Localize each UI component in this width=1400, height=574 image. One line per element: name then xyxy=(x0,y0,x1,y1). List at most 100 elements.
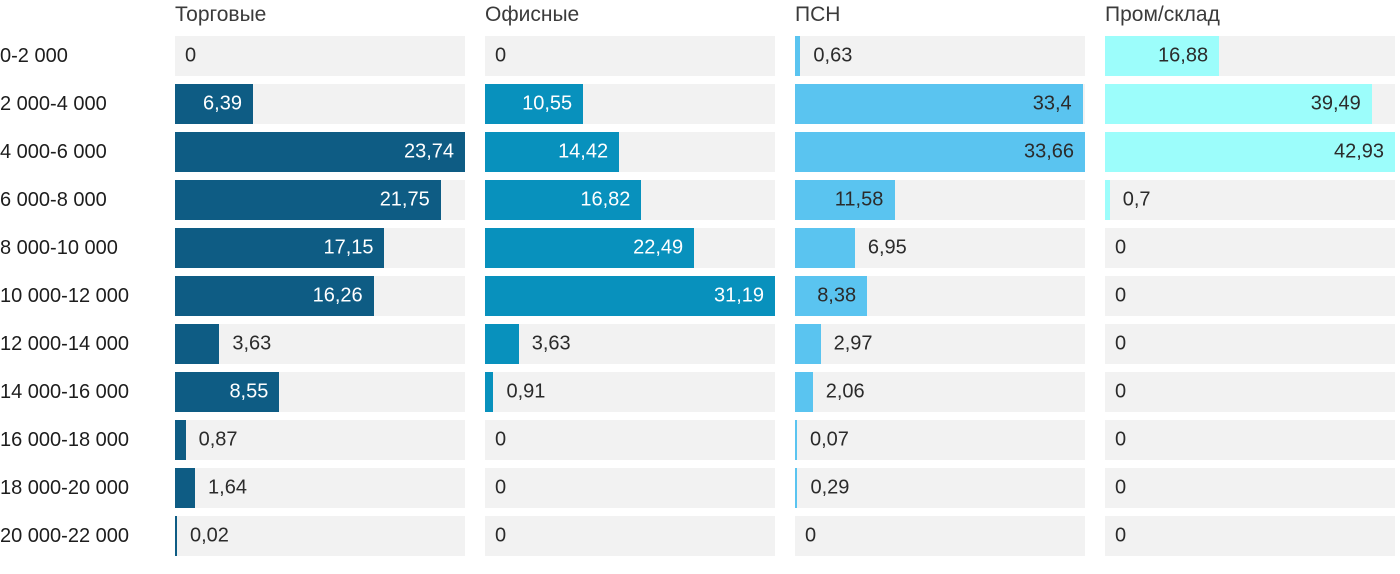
bar-value-label: 31,19 xyxy=(714,284,765,307)
bar-value-label: 3,63 xyxy=(232,332,272,355)
bar[interactable] xyxy=(485,228,695,268)
bar[interactable] xyxy=(795,468,798,508)
bar-cell[interactable]: 2,97 xyxy=(795,324,1085,364)
bar-cell[interactable]: 2,06 xyxy=(795,372,1085,412)
bar-cell[interactable]: 0 xyxy=(485,468,775,508)
bar[interactable] xyxy=(175,420,186,460)
bar[interactable] xyxy=(1105,132,1395,172)
bar[interactable] xyxy=(485,372,494,412)
row-label: 20 000-22 000 xyxy=(0,525,130,547)
bar[interactable] xyxy=(795,324,821,364)
bar[interactable] xyxy=(175,276,374,316)
bar-cell[interactable]: 8,38 xyxy=(795,276,1085,316)
bar-cell[interactable]: 0 xyxy=(1105,372,1395,412)
bar-cell[interactable]: 17,15 xyxy=(175,228,465,268)
bar-cell[interactable]: 0,7 xyxy=(1105,180,1395,220)
bar[interactable] xyxy=(175,516,177,556)
row-label: 0-2 000 xyxy=(0,45,68,67)
bar-value-label: 0,29 xyxy=(810,476,850,499)
bar-cell[interactable]: 8,55 xyxy=(175,372,465,412)
bar[interactable] xyxy=(485,132,620,172)
bar-cell[interactable]: 42,93 xyxy=(1105,132,1395,172)
bar[interactable] xyxy=(175,372,280,412)
bar-cell[interactable]: 11,58 xyxy=(795,180,1085,220)
bar-cell[interactable]: 0,63 xyxy=(795,36,1085,76)
bar-cell[interactable]: 0 xyxy=(1105,228,1395,268)
bar-cell[interactable]: 0 xyxy=(485,420,775,460)
bar-cell[interactable]: 0,91 xyxy=(485,372,775,412)
bar-cell[interactable]: 0,87 xyxy=(175,420,465,460)
bar[interactable] xyxy=(1105,180,1110,220)
bar[interactable] xyxy=(795,180,895,220)
bar-value-label: 1,64 xyxy=(208,476,247,499)
bar-cell[interactable]: 1,64 xyxy=(175,468,465,508)
bar-value-label: 2,97 xyxy=(833,332,873,355)
bar-cell[interactable]: 16,88 xyxy=(1105,36,1395,76)
bar-cell[interactable]: 0,29 xyxy=(795,468,1085,508)
bar-cell[interactable]: 0,02 xyxy=(175,516,465,556)
bar[interactable] xyxy=(175,132,465,172)
bar-cell[interactable]: 16,82 xyxy=(485,180,775,220)
bar-value-label: 16,26 xyxy=(312,284,363,307)
bar[interactable] xyxy=(175,84,254,124)
bar[interactable] xyxy=(795,84,1083,124)
chart-row: 6 000-8 000 21,75 16,82 11,58 0,7 xyxy=(0,180,1400,220)
bar-cell[interactable]: 22,49 xyxy=(485,228,775,268)
bar-cell[interactable]: 0 xyxy=(1105,324,1395,364)
bar[interactable] xyxy=(795,132,1085,172)
bar-cell[interactable]: 0 xyxy=(1105,516,1395,556)
bar[interactable] xyxy=(1105,36,1220,76)
bar-value-label: 6,39 xyxy=(203,92,242,115)
bar[interactable] xyxy=(175,468,196,508)
bar[interactable] xyxy=(795,36,801,76)
bar-cell[interactable]: 0 xyxy=(175,36,465,76)
bar[interactable] xyxy=(175,180,441,220)
bar[interactable] xyxy=(795,228,855,268)
bar-cell[interactable]: 3,63 xyxy=(175,324,465,364)
bar[interactable] xyxy=(795,276,868,316)
bar-value-label: 0,07 xyxy=(810,428,849,451)
bar-cell[interactable]: 6,95 xyxy=(795,228,1085,268)
bar[interactable] xyxy=(485,84,584,124)
bar[interactable] xyxy=(485,276,775,316)
bar-cell[interactable]: 33,4 xyxy=(795,84,1085,124)
bar-value-label: 0 xyxy=(805,524,817,547)
bar-value-label: 0 xyxy=(1115,236,1127,259)
bar-value-label: 3,63 xyxy=(531,332,571,355)
header-spacer xyxy=(0,2,155,30)
bar-cell[interactable]: 0 xyxy=(1105,276,1395,316)
bar-cell[interactable]: 0 xyxy=(795,516,1085,556)
bar-cell[interactable]: 31,19 xyxy=(485,276,775,316)
bar-value-label: 0,7 xyxy=(1122,188,1151,211)
bar[interactable] xyxy=(795,372,813,412)
bar-cell[interactable]: 3,63 xyxy=(485,324,775,364)
bar-cell[interactable]: 14,42 xyxy=(485,132,775,172)
bar[interactable] xyxy=(175,228,385,268)
bar[interactable] xyxy=(1105,84,1372,124)
chart-row: 2 000-4 000 6,39 10,55 33,4 39,49 xyxy=(0,84,1400,124)
bar-cell[interactable]: 0,07 xyxy=(795,420,1085,460)
bar-cell[interactable]: 10,55 xyxy=(485,84,775,124)
bar-cell[interactable]: 39,49 xyxy=(1105,84,1395,124)
bar-cell[interactable]: 6,39 xyxy=(175,84,465,124)
bar[interactable] xyxy=(485,324,519,364)
row-label: 4 000-6 000 xyxy=(0,141,107,163)
chart-row: 4 000-6 000 23,74 14,42 33,66 42,93 xyxy=(0,132,1400,172)
chart-row: 20 000-22 000 0,02 0 0 0 xyxy=(0,516,1400,556)
bar[interactable] xyxy=(795,420,797,460)
bar-value-label: 0 xyxy=(495,428,507,451)
bar-cell[interactable]: 0 xyxy=(485,516,775,556)
bar-cell[interactable]: 0 xyxy=(1105,420,1395,460)
chart-row: 0-2 000 0 0 0,63 16,88 xyxy=(0,36,1400,76)
bar-cell[interactable]: 0 xyxy=(485,36,775,76)
bar-value-label: 16,82 xyxy=(580,188,631,211)
bar-cell[interactable]: 23,74 xyxy=(175,132,465,172)
bar-cell[interactable]: 33,66 xyxy=(795,132,1085,172)
bar[interactable] xyxy=(485,180,642,220)
bar-cell[interactable]: 0 xyxy=(1105,468,1395,508)
bar-cell[interactable]: 16,26 xyxy=(175,276,465,316)
bar-value-label: 33,4 xyxy=(1032,92,1072,115)
bar-value-label: 0 xyxy=(1115,476,1127,499)
bar-cell[interactable]: 21,75 xyxy=(175,180,465,220)
bar[interactable] xyxy=(175,324,220,364)
